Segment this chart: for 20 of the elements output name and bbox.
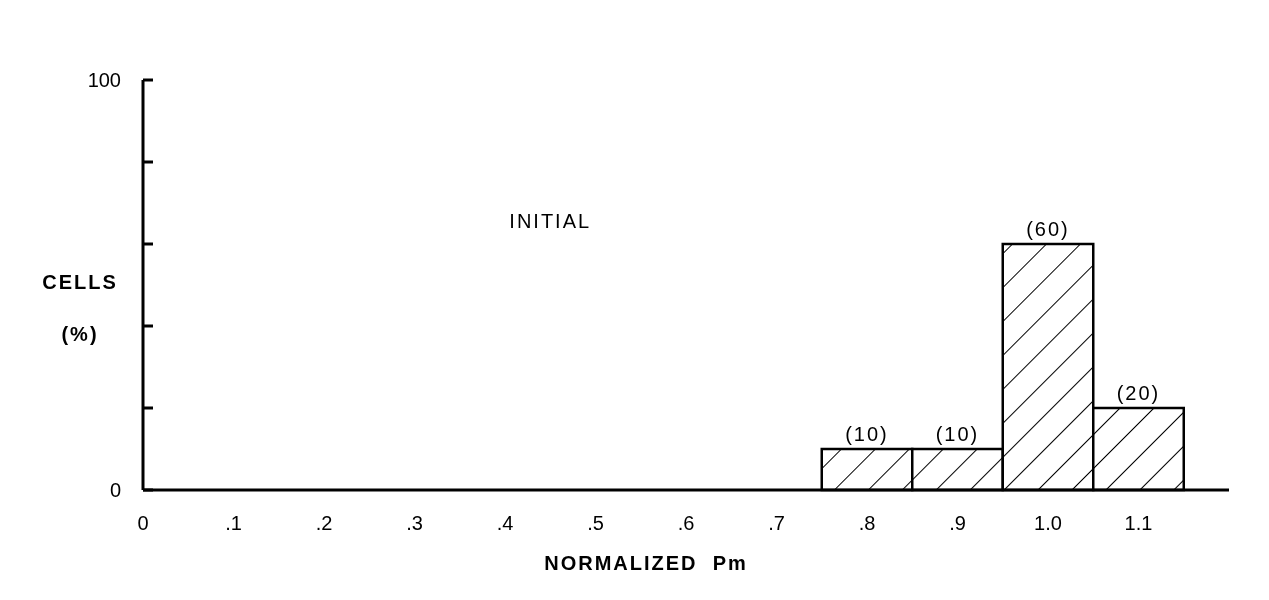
- x-tick-label: .4: [496, 512, 514, 534]
- x-tick-label: .2: [315, 512, 333, 534]
- x-tick-label: .8: [858, 512, 876, 534]
- data-label: (10): [845, 423, 889, 445]
- x-tick-label: 1.0: [1034, 512, 1062, 534]
- x-tick-label: 1.1: [1124, 512, 1153, 534]
- x-tick-label: .3: [406, 512, 423, 534]
- data-label: (10): [935, 423, 980, 445]
- text: CELLS (%): [42, 271, 118, 345]
- x-tick-label: .1: [225, 512, 242, 534]
- annotation: INITIAL: [509, 209, 592, 232]
- x-tick-label: .9: [949, 512, 966, 534]
- y-tick-label: 100: [87, 69, 121, 91]
- data-label: (20): [1116, 382, 1161, 404]
- x-tick-label: .7: [768, 512, 785, 534]
- x-axis-title: NORMALIZED Pm: [544, 552, 748, 574]
- x-tick-label: 0: [137, 512, 149, 534]
- data-label: (60): [1026, 218, 1070, 240]
- x-tick-label: .6: [677, 512, 695, 534]
- x-tick-label: .5: [587, 512, 604, 534]
